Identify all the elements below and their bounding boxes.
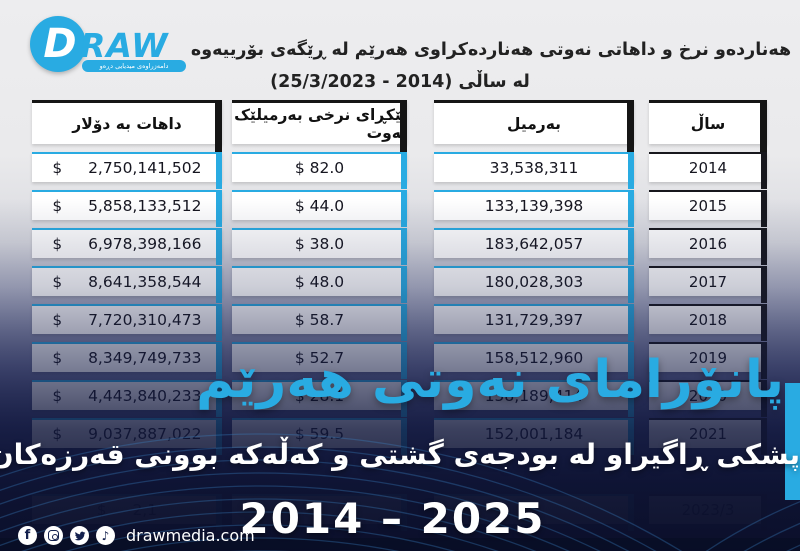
income-value: 2,750,141,502 xyxy=(88,159,202,177)
overlay-headline: پانۆرامای نەوتی هەرێم xyxy=(196,350,784,410)
income-cell: $ 7,720,310,473 xyxy=(32,304,222,341)
currency-sign: $ xyxy=(52,311,63,329)
currency-sign: $ xyxy=(52,197,63,215)
currency-sign: $ xyxy=(52,235,63,253)
twitter-bird-glyph xyxy=(74,531,85,540)
column-header-year: ساڵ xyxy=(649,100,767,152)
barrels-cell: 131,729,397 xyxy=(434,304,634,341)
year-cell: 2014 xyxy=(649,152,767,189)
currency-sign: $ xyxy=(52,273,63,291)
instagram-icon[interactable] xyxy=(44,526,63,545)
logo-letter-d: D xyxy=(43,21,77,67)
twitter-icon[interactable] xyxy=(70,526,89,545)
income-cell: $ 5,858,133,512 xyxy=(32,190,222,227)
year-cell: 2017 xyxy=(649,266,767,303)
income-value: 5,858,133,512 xyxy=(88,197,202,215)
barrels-cell: 183,642,057 xyxy=(434,228,634,265)
table-header-row: داهات بە دۆلار تێکڕای نرخی بەرمیلێک نەوت… xyxy=(32,100,767,152)
income-value: 6,978,398,166 xyxy=(88,235,202,253)
currency-sign: $ xyxy=(52,387,63,405)
website-link[interactable]: drawmedia.com xyxy=(126,526,255,545)
income-cell: $ 6,978,398,166 xyxy=(32,228,222,265)
barrels-cell: 133,139,398 xyxy=(434,190,634,227)
year-cell: 2018 xyxy=(649,304,767,341)
barrels-cell: 33,538,311 xyxy=(434,152,634,189)
table-row: $ 7,720,310,473 $ 58.7 131,729,397 2018 xyxy=(32,304,767,341)
column-header-barrels: بەرمیل xyxy=(434,100,634,152)
table-row: $ 5,858,133,512 $ 44.0 133,139,398 2015 xyxy=(32,190,767,227)
logo-tagline: دامەزراوەی میدیایی دڕەو xyxy=(82,60,186,72)
currency-sign: $ xyxy=(52,349,63,367)
year-cell: 2015 xyxy=(649,190,767,227)
price-cell: $ 58.7 xyxy=(232,304,407,341)
facebook-icon[interactable] xyxy=(18,526,37,545)
income-value: 7,720,310,473 xyxy=(88,311,202,329)
income-cell: $ 8,641,358,544 xyxy=(32,266,222,303)
table-row: $ 2,750,141,502 $ 82.0 33,538,311 2014 xyxy=(32,152,767,189)
column-header-income: داهات بە دۆلار xyxy=(32,100,222,152)
price-cell: $ 48.0 xyxy=(232,266,407,303)
tiktok-icon[interactable] xyxy=(96,526,115,545)
income-value: 8,641,358,544 xyxy=(88,273,202,291)
draw-logo: D RAW دامەزراوەی میدیایی دڕەو xyxy=(30,14,190,78)
table-row: $ 6,978,398,166 $ 38.0 183,642,057 2016 xyxy=(32,228,767,265)
income-value: 8,349,749,733 xyxy=(88,349,202,367)
logo-circle-icon: D xyxy=(30,16,86,72)
income-cell: $ 8,349,749,733 xyxy=(32,342,222,379)
price-cell: $ 44.0 xyxy=(232,190,407,227)
income-cell: $ 2,750,141,502 xyxy=(32,152,222,189)
price-cell: $ 82.0 xyxy=(232,152,407,189)
table-row: $ 8,641,358,544 $ 48.0 180,028,303 2017 xyxy=(32,266,767,303)
footer: drawmedia.com xyxy=(18,526,255,545)
overlay-subline: پشکی ڕاگیراو لە بودجەی گشتی و کەڵەکە بوو… xyxy=(0,438,800,471)
column-header-price: تێکڕای نرخی بەرمیلێک نەوت xyxy=(232,100,407,152)
poster-title-line1: هەناردەو نرخ و داهاتی نەوتی هەناردەکراوی… xyxy=(190,40,792,60)
price-cell: $ 38.0 xyxy=(232,228,407,265)
year-cell: 2016 xyxy=(649,228,767,265)
income-value: 4,443,840,233 xyxy=(88,387,202,405)
instagram-glyph xyxy=(48,530,59,541)
currency-sign: $ xyxy=(52,159,63,177)
barrels-cell: 180,028,303 xyxy=(434,266,634,303)
poster-title-line2: لە ساڵی (2014 - 25/3/2023) xyxy=(270,72,530,92)
income-cell: $ 4,443,840,233 xyxy=(32,380,222,417)
